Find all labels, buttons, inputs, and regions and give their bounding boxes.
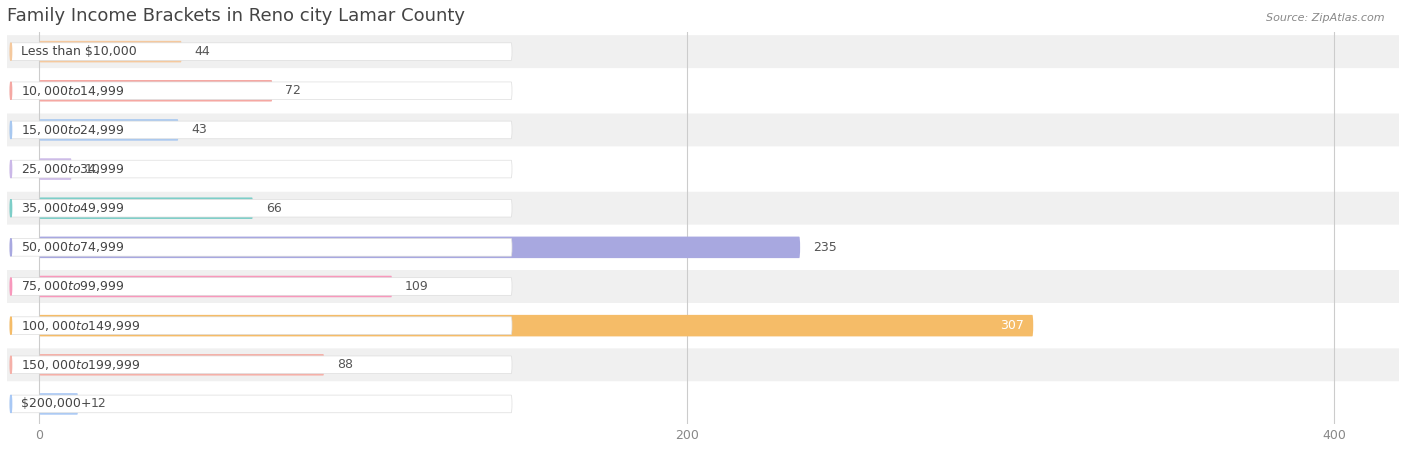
Text: $200,000+: $200,000+ — [21, 397, 91, 410]
FancyBboxPatch shape — [7, 192, 1399, 224]
FancyBboxPatch shape — [7, 35, 1399, 68]
FancyBboxPatch shape — [39, 315, 1033, 336]
FancyBboxPatch shape — [7, 309, 1399, 342]
FancyBboxPatch shape — [7, 75, 1399, 107]
Circle shape — [10, 43, 11, 61]
FancyBboxPatch shape — [39, 41, 181, 62]
Text: 88: 88 — [337, 358, 353, 371]
FancyBboxPatch shape — [10, 121, 512, 139]
Text: 10: 10 — [84, 163, 100, 176]
Text: Family Income Brackets in Reno city Lamar County: Family Income Brackets in Reno city Lama… — [7, 7, 465, 25]
FancyBboxPatch shape — [7, 231, 1399, 264]
FancyBboxPatch shape — [39, 198, 253, 219]
FancyBboxPatch shape — [39, 119, 179, 141]
Circle shape — [10, 395, 11, 413]
FancyBboxPatch shape — [10, 82, 512, 100]
Text: $75,000 to $99,999: $75,000 to $99,999 — [21, 279, 125, 294]
FancyBboxPatch shape — [39, 237, 800, 258]
Text: 12: 12 — [91, 397, 107, 410]
FancyBboxPatch shape — [39, 158, 72, 180]
Text: 44: 44 — [194, 45, 211, 58]
FancyBboxPatch shape — [10, 199, 512, 217]
Text: Source: ZipAtlas.com: Source: ZipAtlas.com — [1267, 13, 1385, 23]
FancyBboxPatch shape — [10, 277, 512, 295]
FancyBboxPatch shape — [7, 270, 1399, 303]
Text: $50,000 to $74,999: $50,000 to $74,999 — [21, 240, 125, 254]
FancyBboxPatch shape — [10, 395, 512, 413]
Text: $15,000 to $24,999: $15,000 to $24,999 — [21, 123, 125, 137]
Circle shape — [10, 121, 11, 139]
Circle shape — [10, 199, 11, 217]
FancyBboxPatch shape — [39, 393, 79, 415]
Text: 235: 235 — [813, 241, 837, 254]
FancyBboxPatch shape — [10, 317, 512, 335]
FancyBboxPatch shape — [7, 348, 1399, 381]
Text: 72: 72 — [285, 84, 301, 97]
FancyBboxPatch shape — [10, 238, 512, 256]
Circle shape — [10, 356, 11, 374]
FancyBboxPatch shape — [7, 153, 1399, 185]
Text: $10,000 to $14,999: $10,000 to $14,999 — [21, 84, 125, 98]
FancyBboxPatch shape — [39, 276, 392, 297]
FancyBboxPatch shape — [10, 43, 512, 61]
Circle shape — [10, 238, 11, 256]
Circle shape — [10, 317, 11, 335]
Text: $150,000 to $199,999: $150,000 to $199,999 — [21, 358, 141, 372]
Text: 43: 43 — [191, 123, 207, 136]
Circle shape — [10, 160, 11, 178]
Circle shape — [10, 277, 11, 295]
FancyBboxPatch shape — [7, 387, 1399, 420]
Text: $35,000 to $49,999: $35,000 to $49,999 — [21, 201, 125, 215]
Text: 307: 307 — [1000, 319, 1024, 332]
Text: 109: 109 — [405, 280, 429, 293]
Text: $100,000 to $149,999: $100,000 to $149,999 — [21, 319, 141, 333]
FancyBboxPatch shape — [10, 356, 512, 374]
FancyBboxPatch shape — [10, 160, 512, 178]
FancyBboxPatch shape — [39, 80, 273, 101]
Text: Less than $10,000: Less than $10,000 — [21, 45, 138, 58]
Text: $25,000 to $34,999: $25,000 to $34,999 — [21, 162, 125, 176]
FancyBboxPatch shape — [7, 114, 1399, 146]
FancyBboxPatch shape — [39, 354, 325, 375]
Circle shape — [10, 82, 11, 100]
Text: 66: 66 — [266, 202, 281, 215]
